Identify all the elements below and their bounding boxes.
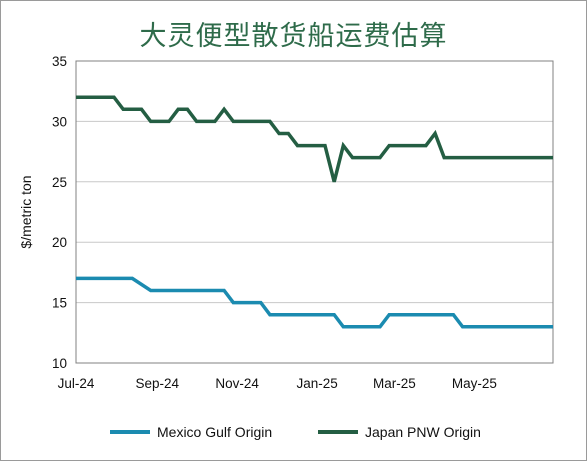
- x-tick-label: May-25: [452, 376, 497, 391]
- x-tick-label: Nov-24: [215, 376, 259, 391]
- y-tick-label: 15: [52, 296, 67, 311]
- chart-title: 大灵便型散货船运费估算: [139, 21, 448, 52]
- legend-label: Mexico Gulf Origin: [157, 424, 272, 440]
- x-tick-label: Mar-25: [373, 376, 416, 391]
- y-axis-title: $/metric ton: [18, 175, 34, 248]
- series-layer: [76, 95, 553, 329]
- x-tick-label: Jan-25: [296, 376, 337, 391]
- y-tick-label: 30: [52, 114, 67, 129]
- legend: Mexico Gulf Origin Japan PNW Origin: [110, 424, 481, 440]
- legend-label: Japan PNW Origin: [365, 424, 481, 440]
- x-tick-label: Jul-24: [58, 376, 95, 391]
- series-line-2: [76, 95, 553, 183]
- series-line-1: [76, 276, 553, 329]
- legend-item-1: Mexico Gulf Origin: [110, 424, 272, 440]
- y-tick-label: 20: [52, 235, 67, 250]
- y-tick-labels: 10 15 20 25 30 35: [52, 54, 67, 371]
- plot-area-border: [75, 60, 554, 364]
- legend-item-2: Japan PNW Origin: [318, 424, 481, 440]
- x-tick-labels: Jul-24 Sep-24 Nov-24 Jan-25 Mar-25 May-25: [58, 376, 497, 391]
- x-tick-label: Sep-24: [135, 376, 179, 391]
- gridlines: [76, 120, 553, 304]
- y-tick-label: 10: [52, 356, 67, 371]
- y-tick-label: 35: [52, 54, 67, 69]
- y-tick-label: 25: [52, 175, 67, 190]
